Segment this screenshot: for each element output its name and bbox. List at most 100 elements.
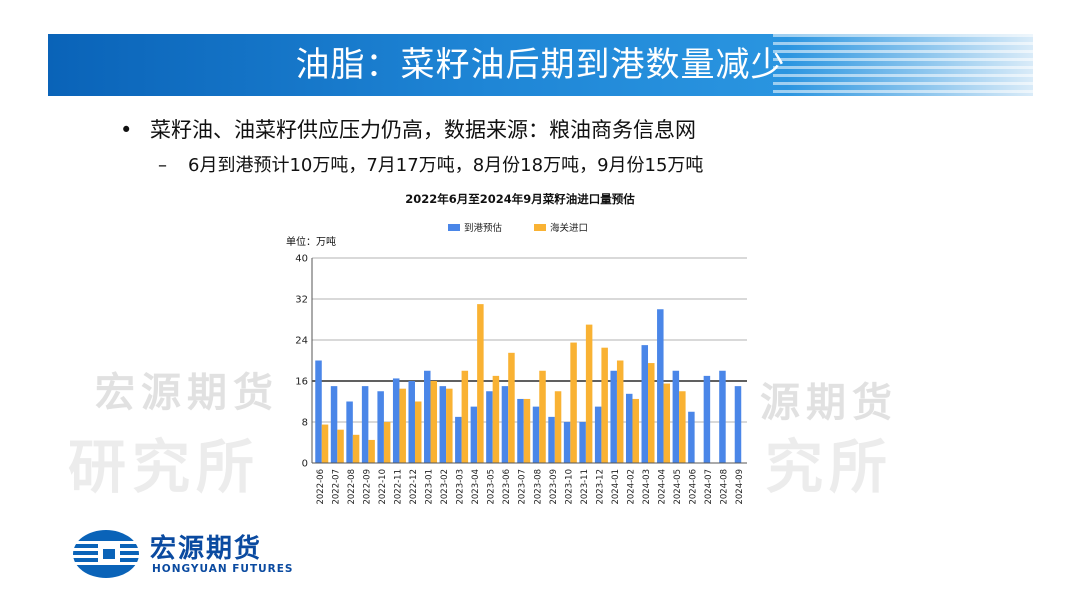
y-tick-label: 8 xyxy=(302,418,308,429)
bar-arrival-estimate xyxy=(439,386,447,463)
logo-name-cn: 宏源期货 xyxy=(150,534,263,564)
x-tick-label: 2023-12 xyxy=(595,469,605,505)
bar-arrival-estimate xyxy=(703,375,711,463)
bar-arrival-estimate xyxy=(688,411,695,463)
bar-customs-import xyxy=(414,401,422,463)
title-bar: 油脂：菜籽油后期到港数量减少 xyxy=(48,34,1033,96)
bar-customs-import xyxy=(399,388,406,463)
x-tick-label: 2022-12 xyxy=(409,469,419,505)
bar-arrival-estimate xyxy=(330,386,338,463)
y-tick-label: 24 xyxy=(295,336,308,347)
bar-customs-import xyxy=(368,439,375,463)
x-tick-label: 2024-05 xyxy=(673,469,683,505)
bar-customs-import xyxy=(601,347,608,463)
x-tick-label: 2022-09 xyxy=(362,469,372,505)
x-tick-label: 2022-07 xyxy=(331,469,341,505)
bar-arrival-estimate xyxy=(315,360,322,463)
x-tick-label: 2022-06 xyxy=(316,469,326,505)
x-tick-label: 2023-02 xyxy=(440,469,450,505)
chart-title: 2022年6月至2024年9月菜籽油进口量预估 xyxy=(405,192,635,206)
x-tick-label: 2023-11 xyxy=(580,469,590,505)
bar-arrival-estimate xyxy=(408,381,415,463)
bar-customs-import xyxy=(508,352,515,463)
bar-arrival-estimate xyxy=(610,370,617,463)
bar-arrival-estimate xyxy=(719,370,726,463)
bar-customs-import xyxy=(446,388,453,463)
bar-arrival-estimate xyxy=(532,406,540,463)
bar-customs-import xyxy=(648,363,655,463)
chart-x-tick-labels: 2022-06 2022-07 2022-08 2022-09 2022-10 2022-… xyxy=(316,469,745,505)
bar-arrival-estimate xyxy=(361,386,369,463)
bar-customs-import xyxy=(632,398,639,463)
x-tick-label: 2024-01 xyxy=(611,469,621,505)
y-tick-label: 40 xyxy=(295,254,308,265)
bar-arrival-estimate xyxy=(470,406,478,463)
x-tick-label: 2024-04 xyxy=(658,469,668,505)
bullet-main-text: 菜籽油、油菜籽供应压力仍高，数据来源：粮油商务信息网 xyxy=(150,118,696,142)
bar-customs-import xyxy=(477,304,484,463)
legend-label: 海关进口 xyxy=(550,222,588,234)
chart-bars xyxy=(315,304,742,463)
bar-customs-import xyxy=(352,434,360,463)
x-tick-label: 2023-10 xyxy=(564,469,574,505)
bar-arrival-estimate xyxy=(657,309,664,463)
bar-customs-import xyxy=(663,383,671,463)
bar-arrival-estimate xyxy=(424,370,431,463)
y-tick-label: 32 xyxy=(295,295,308,306)
bar-customs-import xyxy=(539,370,546,463)
x-tick-label: 2023-04 xyxy=(471,469,481,505)
x-tick-label: 2024-08 xyxy=(720,469,730,505)
watermark-left-line1: 宏源期货 xyxy=(95,369,279,416)
bar-arrival-estimate xyxy=(486,391,493,463)
x-tick-label: 2023-06 xyxy=(502,469,512,505)
bar-customs-import xyxy=(383,422,391,463)
legend-swatch xyxy=(534,224,546,231)
bar-customs-import xyxy=(585,324,593,463)
bar-arrival-estimate xyxy=(548,416,555,463)
bar-customs-import xyxy=(492,375,500,463)
bar-arrival-estimate xyxy=(672,370,680,463)
bar-customs-import xyxy=(461,370,469,463)
bar-customs-import xyxy=(616,360,624,463)
bullet-main: • 菜籽油、油菜籽供应压力仍高，数据来源：粮油商务信息网 xyxy=(120,114,696,144)
chart-axes xyxy=(311,258,747,464)
x-tick-label: 2023-01 xyxy=(425,469,435,505)
bar-arrival-estimate xyxy=(641,345,649,463)
bullet-symbol: • xyxy=(120,118,133,142)
x-tick-label: 2023-08 xyxy=(533,469,543,505)
bar-arrival-estimate xyxy=(501,386,509,463)
watermark-left-line2: 研究所 xyxy=(68,433,261,501)
sub-bullet-symbol: – xyxy=(158,155,167,176)
company-logo: 宏源期货 HONGYUAN FUTURES xyxy=(72,528,312,580)
bar-arrival-estimate xyxy=(455,416,462,463)
bar-arrival-estimate xyxy=(594,406,602,463)
import-volume-chart: 2022年6月至2024年9月菜籽油进口量预估 到港预估 海关进口 单位：万吨 0… xyxy=(286,192,747,505)
chart-y-tick-labels: 0 8 16 24 32 40 xyxy=(295,254,308,470)
bar-arrival-estimate xyxy=(579,422,586,463)
x-tick-label: 2022-11 xyxy=(393,469,403,505)
bar-customs-import xyxy=(337,429,344,463)
bar-customs-import xyxy=(679,391,686,463)
bullet-sub-text: 6月到港预计10万吨，7月17万吨，8月份18万吨，9月份15万吨 xyxy=(188,155,704,176)
x-tick-label: 2024-07 xyxy=(704,469,714,505)
bar-arrival-estimate xyxy=(625,393,633,463)
x-tick-label: 2022-10 xyxy=(378,469,388,505)
bar-arrival-estimate xyxy=(563,422,571,463)
x-tick-label: 2024-09 xyxy=(735,469,745,505)
x-tick-label: 2022-08 xyxy=(347,469,357,505)
x-tick-label: 2024-03 xyxy=(642,469,652,505)
chart-legend: 到港预估 海关进口 xyxy=(448,222,588,234)
x-tick-label: 2023-09 xyxy=(549,469,559,505)
bar-arrival-estimate xyxy=(346,401,353,463)
watermark-right-line2: 究所 xyxy=(765,433,894,501)
x-tick-label: 2023-03 xyxy=(456,469,466,505)
bar-arrival-estimate xyxy=(517,398,524,463)
slide-title: 油脂：菜籽油后期到港数量减少 xyxy=(295,45,786,85)
logo-mark-icon xyxy=(72,530,140,578)
y-tick-label: 0 xyxy=(302,459,308,470)
x-tick-label: 2024-02 xyxy=(626,469,636,505)
watermark-right-line1: 源期货 xyxy=(760,379,898,426)
chart-unit-label: 单位：万吨 xyxy=(286,235,336,248)
bar-customs-import xyxy=(321,424,329,463)
logo-name-en: HONGYUAN FUTURES xyxy=(152,563,294,575)
